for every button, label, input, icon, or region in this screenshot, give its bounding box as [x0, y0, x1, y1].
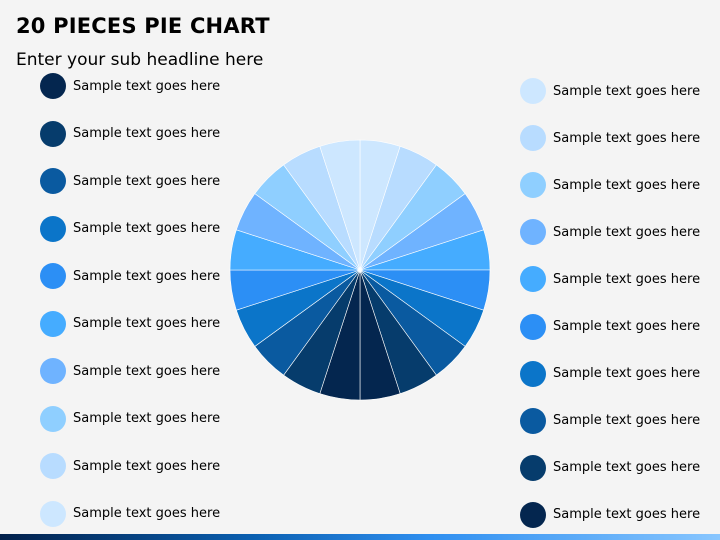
legend-label: Sample text goes here: [553, 271, 701, 287]
legend-label: Sample text goes here: [553, 83, 701, 99]
legend-color-dot: [40, 310, 66, 337]
legend-color-dot: [40, 453, 66, 479]
legend-label: Sample text goes here: [73, 221, 221, 236]
legend-label: Sample text goes here: [553, 319, 701, 334]
legend-color-dot: [520, 125, 546, 152]
legend-color-dot: [40, 120, 66, 147]
legend-item: Sample text goes here: [520, 407, 701, 434]
legend-item: Sample text goes here: [40, 120, 221, 147]
bottom-accent-bar: [0, 534, 720, 540]
legend-color-dot: [520, 172, 546, 199]
legend-color-dot: [520, 266, 546, 293]
legend-item: Sample text goes here: [520, 219, 701, 246]
legend-label: Sample text goes here: [73, 173, 221, 189]
pie-slice: [319, 139, 361, 271]
legend-label: Sample text goes here: [553, 177, 701, 193]
legend-color-dot: [40, 500, 66, 527]
legend-label: Sample text goes here: [73, 411, 221, 426]
legend-label: Sample text goes here: [73, 268, 221, 284]
legend-label: Sample text goes here: [73, 126, 221, 141]
legend-label: Sample text goes here: [553, 413, 701, 429]
legend-item: Sample text goes here: [520, 454, 701, 481]
legend-item: Sample text goes here: [40, 405, 221, 432]
legend-item: Sample text goes here: [40, 73, 220, 99]
legend-item: Sample text goes here: [520, 125, 701, 152]
legend-color-dot: [40, 168, 66, 194]
legend-color-dot: [520, 454, 546, 481]
legend-label: Sample text goes here: [553, 507, 701, 523]
legend-label: Sample text goes here: [73, 316, 221, 331]
pie-chart: [229, 139, 491, 401]
legend-item: Sample text goes here: [40, 453, 220, 479]
legend-label: Sample text goes here: [73, 363, 221, 379]
legend-label: Sample text goes here: [553, 130, 701, 146]
legend-item: Sample text goes here: [520, 360, 701, 387]
legend-label: Sample text goes here: [73, 78, 221, 94]
legend-color-dot: [520, 78, 546, 104]
legend-item: Sample text goes here: [520, 501, 701, 528]
legend-color-dot: [520, 219, 546, 246]
legend-label: Sample text goes here: [553, 460, 701, 476]
legend-color-dot: [520, 360, 546, 387]
legend-label: Sample text goes here: [73, 506, 221, 521]
legend-color-dot: [520, 501, 546, 528]
legend-item: Sample text goes here: [520, 266, 701, 293]
legend-color-dot: [40, 358, 66, 384]
legend-item: Sample text goes here: [520, 313, 701, 340]
legend-label: Sample text goes here: [553, 366, 701, 382]
legend-item: Sample text goes here: [40, 358, 220, 384]
legend-item: Sample text goes here: [40, 500, 221, 527]
legend-color-dot: [520, 407, 546, 434]
page-title: 20 PIECES PIE CHART: [16, 14, 270, 38]
legend-color-dot: [40, 215, 66, 242]
legend-color-dot: [40, 263, 66, 289]
page-subtitle: Enter your sub headline here: [16, 50, 264, 70]
legend-item: Sample text goes here: [40, 215, 221, 242]
legend-label: Sample text goes here: [553, 224, 701, 240]
legend-item: Sample text goes here: [40, 310, 221, 337]
legend-color-dot: [520, 313, 546, 340]
legend-color-dot: [40, 73, 66, 99]
legend-item: Sample text goes here: [40, 263, 220, 289]
legend-item: Sample text goes here: [520, 78, 700, 104]
legend-item: Sample text goes here: [520, 172, 701, 199]
legend-label: Sample text goes here: [73, 458, 221, 474]
legend-color-dot: [40, 405, 66, 432]
legend-item: Sample text goes here: [40, 168, 220, 194]
